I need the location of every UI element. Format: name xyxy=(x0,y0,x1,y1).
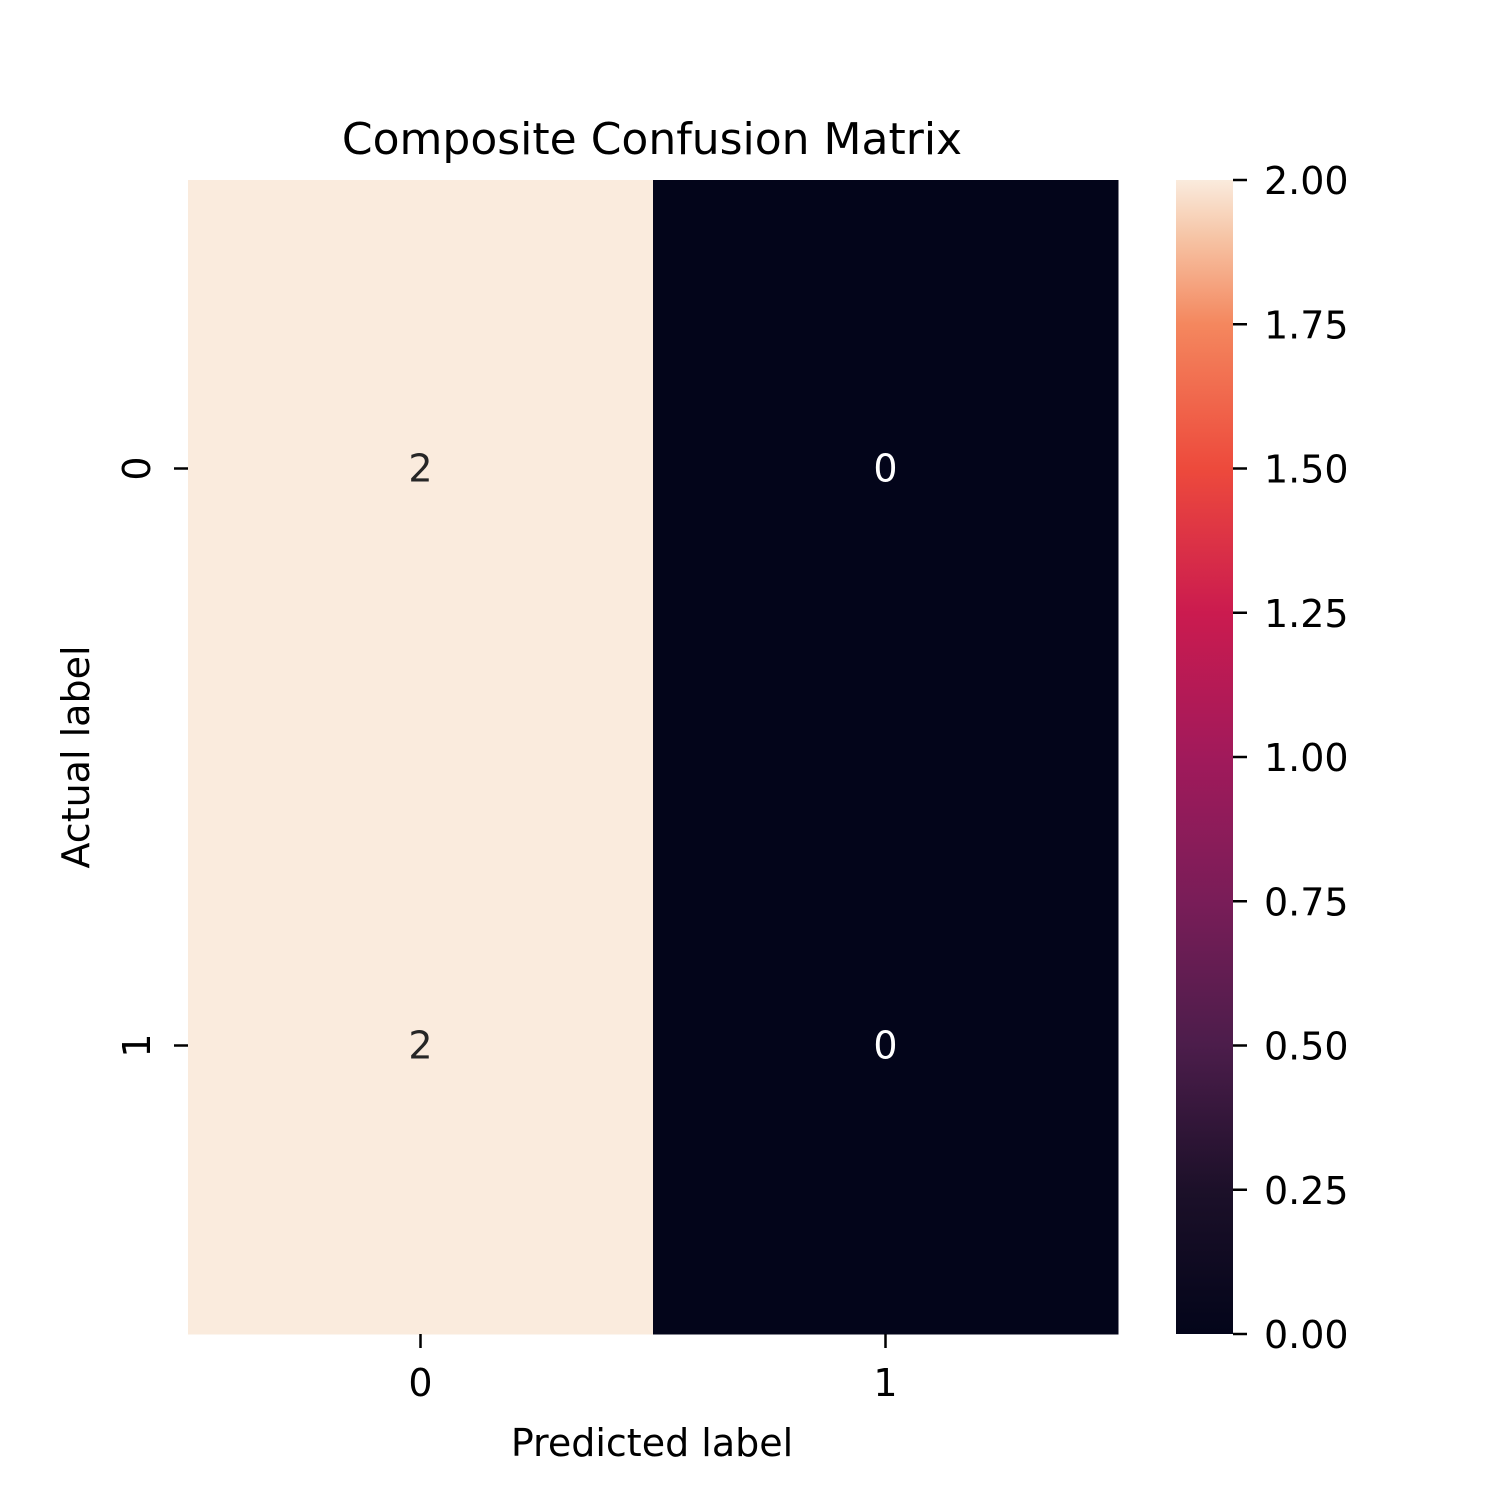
colorbar-tick-label: 1.75 xyxy=(1264,303,1349,347)
colorbar-tick-label: 1.25 xyxy=(1264,592,1349,636)
colorbar-tick-label: 0.75 xyxy=(1264,880,1349,924)
heatmap-cell-labels: 2 02 0 xyxy=(408,447,897,1068)
colorbar-tick-label: 1.00 xyxy=(1264,736,1349,780)
heatmap-cell-label: 2 xyxy=(408,1024,432,1068)
colorbar xyxy=(1176,180,1233,1334)
y-tick-label: 1 xyxy=(115,1033,159,1057)
y-axis-label: Actual label xyxy=(54,645,98,868)
colorbar-ticks: 0.00 0.25 0.50 0.75 1.00 1.25 1.50 1.75 2.00 xyxy=(1233,159,1349,1357)
heatmap-cell xyxy=(653,180,1119,758)
y-tick-label: 0 xyxy=(115,456,159,480)
colorbar-tick-label: 0.25 xyxy=(1264,1169,1349,1213)
colorbar-tick-label: 0.50 xyxy=(1264,1025,1349,1069)
heatmap-cell-label: 0 xyxy=(873,1024,897,1068)
heatmap-cell xyxy=(188,180,654,758)
heatmap-cell-label: 0 xyxy=(873,447,897,491)
colorbar-tick-label: 1.50 xyxy=(1264,448,1349,492)
colorbar-tick-label: 0.00 xyxy=(1264,1313,1349,1357)
heatmap-cell xyxy=(653,757,1119,1335)
heatmap-cells xyxy=(188,180,1119,1335)
x-tick-label: 0 xyxy=(408,1361,432,1405)
y-axis: 01 xyxy=(115,456,188,1058)
chart-title: Composite Confusion Matrix xyxy=(342,114,962,165)
x-tick-label: 1 xyxy=(873,1361,897,1405)
x-axis-label: Predicted label xyxy=(511,1421,793,1465)
colorbar-tick-label: 2.00 xyxy=(1264,159,1349,203)
heatmap-cell-label: 2 xyxy=(408,447,432,491)
heatmap-cell xyxy=(188,757,654,1335)
